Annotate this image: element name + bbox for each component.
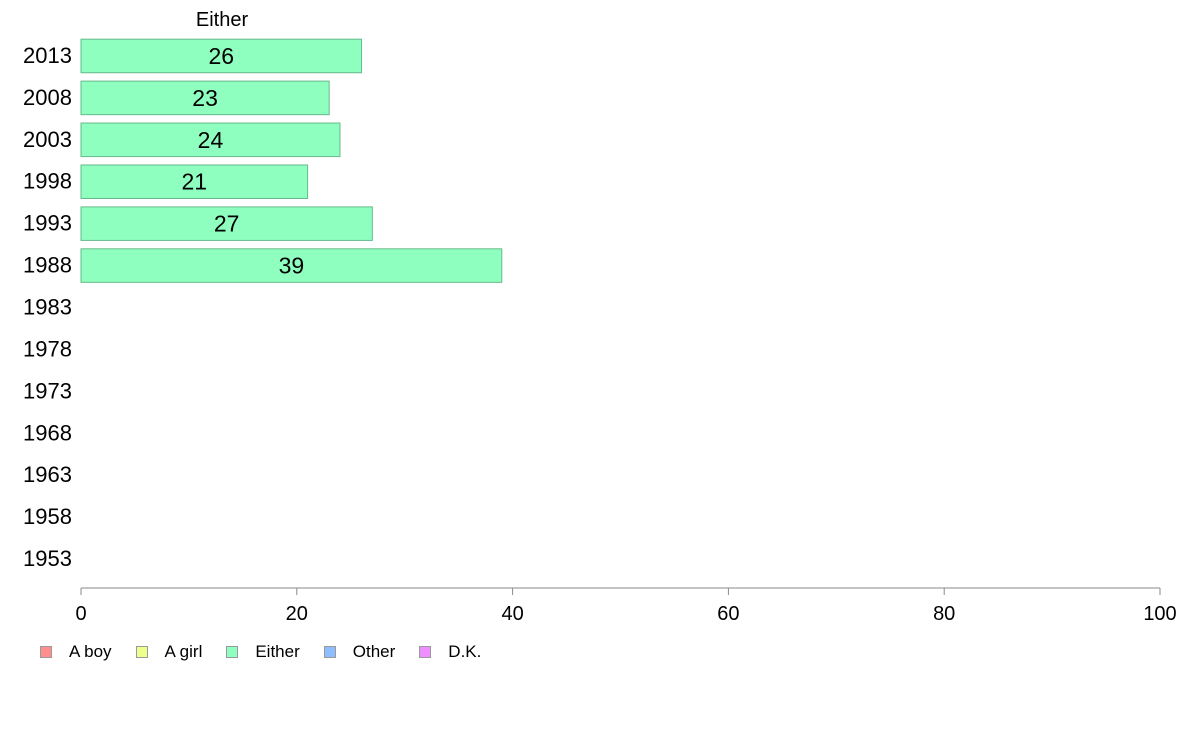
legend-item: Other: [323, 642, 396, 662]
y-tick-label: 1998: [23, 169, 72, 194]
bar: [80, 248, 503, 283]
bar: [80, 164, 309, 199]
y-tick-label: 1983: [23, 295, 72, 320]
y-tick-label: 1958: [23, 504, 72, 529]
bar: [80, 80, 330, 116]
legend: A boy A girl Either Other D.K.: [40, 641, 505, 663]
y-tick-label: 1963: [23, 462, 72, 487]
x-tick-label: 0: [75, 603, 86, 625]
bar: [80, 38, 363, 74]
data-label: 39: [279, 253, 305, 279]
x-tick-label: 20: [286, 603, 308, 625]
x-tick-label: 40: [501, 603, 523, 625]
data-label: 23: [192, 85, 218, 111]
bar: [80, 206, 373, 241]
y-tick-label: 2013: [23, 43, 72, 68]
data-label: 21: [181, 169, 207, 195]
data-label: 24: [198, 127, 224, 153]
chart-title: Either: [196, 9, 249, 31]
x-tick-label: 80: [933, 603, 955, 625]
legend-swatch: [135, 646, 148, 658]
legend-swatch: [419, 646, 432, 658]
legend-label: Either: [255, 642, 300, 661]
y-tick-label: 1993: [23, 211, 72, 236]
legend-label: D.K.: [448, 642, 482, 661]
x-axis: 0 20 40 60 80 100: [75, 587, 1177, 625]
legend-swatch: [226, 646, 239, 658]
y-tick-label: 1978: [23, 336, 72, 361]
x-tick-label: 100: [1143, 603, 1176, 625]
x-tick-label: 60: [717, 603, 739, 625]
legend-item: D.K.: [419, 642, 481, 662]
data-label: 26: [208, 43, 234, 69]
y-tick-label: 2003: [23, 127, 72, 152]
legend-swatch: [323, 646, 336, 658]
data-label: 27: [214, 211, 240, 237]
y-tick-label: 1953: [23, 546, 72, 571]
legend-item: A boy: [40, 642, 112, 662]
legend-label: A girl: [164, 642, 203, 661]
legend-swatch: [40, 646, 52, 658]
y-tick-label: 1988: [23, 253, 72, 278]
y-tick-label: 2008: [23, 85, 72, 110]
bars-layer: 26 23 24 21 27 39: [80, 38, 503, 283]
y-tick-label: 1973: [23, 378, 72, 403]
legend-label: Other: [352, 642, 396, 661]
bar: [80, 122, 341, 158]
legend-item: Either: [226, 642, 300, 662]
legend-label: A boy: [69, 642, 112, 661]
legend-item: A girl: [135, 642, 203, 662]
y-tick-label: 1968: [23, 420, 72, 445]
y-axis-labels: 2013 2008 2003 1998 1993 1988 1983 1978 1973 1968…: [23, 43, 72, 571]
